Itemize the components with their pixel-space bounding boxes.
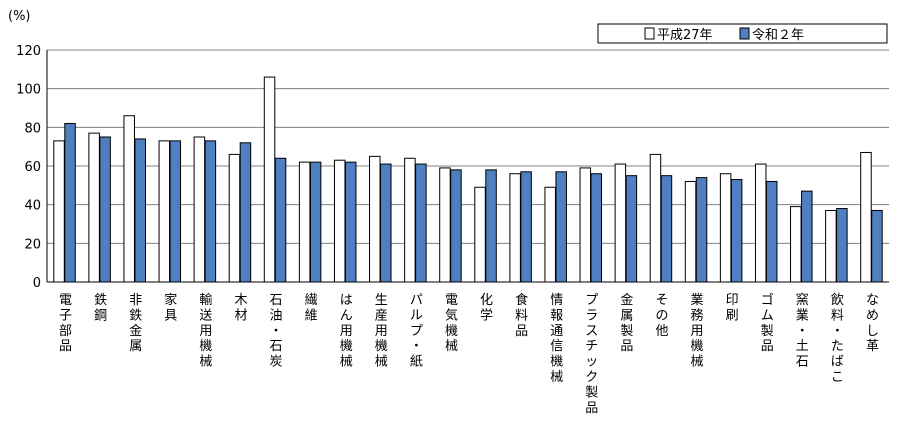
bar-series-1 xyxy=(871,209,883,283)
x-category-label: 飲料・たばこ xyxy=(831,292,844,385)
bar-series-0 xyxy=(88,132,100,283)
x-category-label: 鉄鋼 xyxy=(94,293,107,323)
bar-series-0 xyxy=(719,173,732,283)
bar-series-1 xyxy=(64,122,76,283)
bar-series-0 xyxy=(158,140,171,283)
x-category-label: 印刷 xyxy=(726,293,739,323)
bar-series-0 xyxy=(193,136,206,283)
y-tick-label: 100 xyxy=(16,83,41,98)
legend-swatch xyxy=(644,27,655,40)
bar-series-1 xyxy=(380,163,392,283)
y-tick-label: 20 xyxy=(24,237,41,252)
x-category-label: 家具 xyxy=(164,292,177,323)
bar-series-0 xyxy=(263,76,276,283)
bar-series-0 xyxy=(123,115,135,283)
bar-series-0 xyxy=(404,157,416,283)
bar-series-0 xyxy=(860,151,872,283)
x-category-label: 繊維 xyxy=(305,292,318,323)
bar-series-0 xyxy=(684,180,697,283)
bar-series-1 xyxy=(695,177,708,283)
bar-series-1 xyxy=(169,140,182,283)
legend: 平成27年 令和２年 xyxy=(597,23,888,44)
bar-series-1 xyxy=(450,169,462,283)
bar-series-1 xyxy=(730,179,743,283)
bar-series-1 xyxy=(309,161,322,283)
bar-series-0 xyxy=(649,153,662,283)
x-category-label: 電気機械 xyxy=(445,293,458,354)
bar-series-0 xyxy=(544,186,556,283)
bar-series-1 xyxy=(485,169,497,283)
bar-series-1 xyxy=(660,175,673,283)
bar-series-0 xyxy=(509,173,521,283)
x-category-label: はん用機械 xyxy=(340,293,353,370)
bars xyxy=(53,76,883,283)
bar-series-1 xyxy=(204,140,217,283)
legend-label: 平成27年 xyxy=(657,28,713,43)
x-category-label: 生産用機械 xyxy=(375,293,388,370)
bar-series-1 xyxy=(801,190,813,283)
legend-label: 令和２年 xyxy=(752,28,804,43)
x-category-label: ゴム製品 xyxy=(761,292,774,354)
bar-series-0 xyxy=(439,167,451,283)
gridlines xyxy=(47,49,889,244)
bar-series-0 xyxy=(614,163,627,283)
bar-series-1 xyxy=(415,163,427,283)
x-category-label: パルプ・紙 xyxy=(410,293,423,370)
y-tick-label: 80 xyxy=(24,121,41,136)
y-axis-unit-label: (%) xyxy=(8,9,31,24)
x-category-label: 金属製品 xyxy=(620,292,633,354)
x-category-label: 窯業・土石 xyxy=(796,293,809,370)
bar-series-1 xyxy=(590,173,603,283)
y-tick-label: 0 xyxy=(33,276,41,291)
x-category-label: 輸送用機械 xyxy=(199,293,212,370)
bar-series-0 xyxy=(825,209,837,283)
bar-series-0 xyxy=(369,155,381,283)
bar-series-0 xyxy=(474,186,486,283)
bar-series-1 xyxy=(555,171,567,283)
x-category-label: 情報通信機械 xyxy=(550,293,563,385)
bar-series-1 xyxy=(134,138,146,283)
axes: 0 20 40 60 80 100 120 電子部品 鉄鋼 非鉄金属 家具 輸送用機械 木材 石油・石炭 繊… xyxy=(16,44,889,416)
bar-series-0 xyxy=(579,167,592,283)
bar-series-1 xyxy=(765,180,778,283)
y-tick-label: 40 xyxy=(24,199,41,214)
x-category-label: その他 xyxy=(655,293,668,339)
legend-swatch xyxy=(739,27,750,40)
x-category-label: 石油・石炭 xyxy=(270,293,283,370)
bar-series-1 xyxy=(274,157,287,283)
bar-series-0 xyxy=(754,163,767,283)
x-category-label: 木材 xyxy=(234,293,247,323)
x-category-label: 化学 xyxy=(480,293,493,323)
bar-series-1 xyxy=(239,142,252,283)
bar-series-0 xyxy=(53,140,65,283)
bar-series-0 xyxy=(333,159,346,283)
bar-series-0 xyxy=(790,206,802,283)
bar-series-1 xyxy=(99,136,111,283)
x-category-label: 電子部品 xyxy=(59,293,72,354)
bar-series-0 xyxy=(228,153,241,283)
bar-series-0 xyxy=(298,161,311,283)
x-category-label: 食料品 xyxy=(515,292,528,339)
y-tick-label: 120 xyxy=(16,44,41,59)
x-category-label: なめし革 xyxy=(866,293,879,354)
x-category-label: プラスチック製品 xyxy=(585,293,598,416)
bar-series-1 xyxy=(344,161,357,283)
bar-series-1 xyxy=(520,171,532,283)
x-category-label: 非鉄金属 xyxy=(129,293,142,354)
bar-series-1 xyxy=(625,175,638,283)
y-tick-label: 60 xyxy=(24,160,41,175)
bar-series-1 xyxy=(836,208,848,283)
x-category-label: 業務用機械 xyxy=(691,292,704,370)
